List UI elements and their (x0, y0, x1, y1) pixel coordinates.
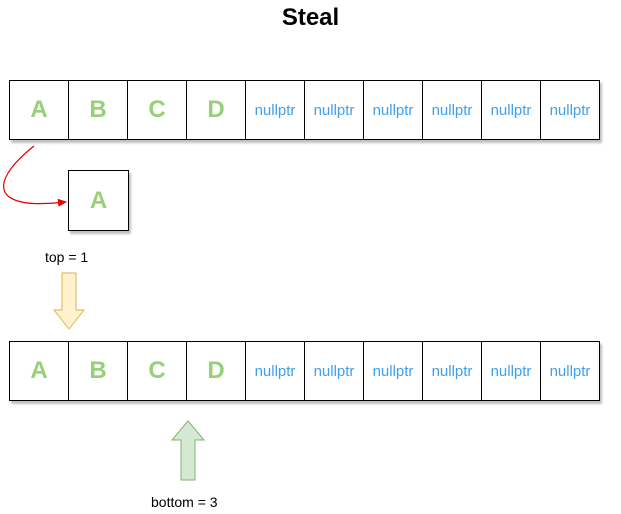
array-cell-0: A (9, 80, 69, 140)
top-pointer-arrow (52, 272, 86, 330)
array-cell-9: nullptr (540, 341, 600, 401)
array-cell-9: nullptr (540, 80, 600, 140)
array-cell-6: nullptr (363, 341, 423, 401)
diagram-title: Steal (281, 4, 340, 31)
array-cell-2: C (127, 341, 187, 401)
stolen-item-box: A (68, 170, 129, 231)
array-cell-2: C (127, 80, 187, 140)
array-cell-8: nullptr (481, 341, 541, 401)
array-cell-7: nullptr (422, 341, 482, 401)
steal-arrow (3, 145, 67, 207)
bottom-pointer-arrow (170, 420, 206, 481)
array-cell-7: nullptr (422, 80, 482, 140)
top-index-label: top = 1 (45, 249, 89, 265)
array-cell-4: nullptr (245, 341, 305, 401)
deque-array-after: A B C D nullptr nullptr nullptr nullptr … (9, 341, 600, 401)
array-cell-3: D (186, 341, 246, 401)
array-cell-8: nullptr (481, 80, 541, 140)
array-cell-0: A (9, 341, 69, 401)
array-cell-1: B (68, 341, 128, 401)
array-cell-6: nullptr (363, 80, 423, 140)
bottom-index-label: bottom = 3 (151, 494, 218, 510)
array-cell-5: nullptr (304, 341, 364, 401)
array-cell-5: nullptr (304, 80, 364, 140)
deque-array-before: A B C D nullptr nullptr nullptr nullptr … (9, 80, 600, 140)
